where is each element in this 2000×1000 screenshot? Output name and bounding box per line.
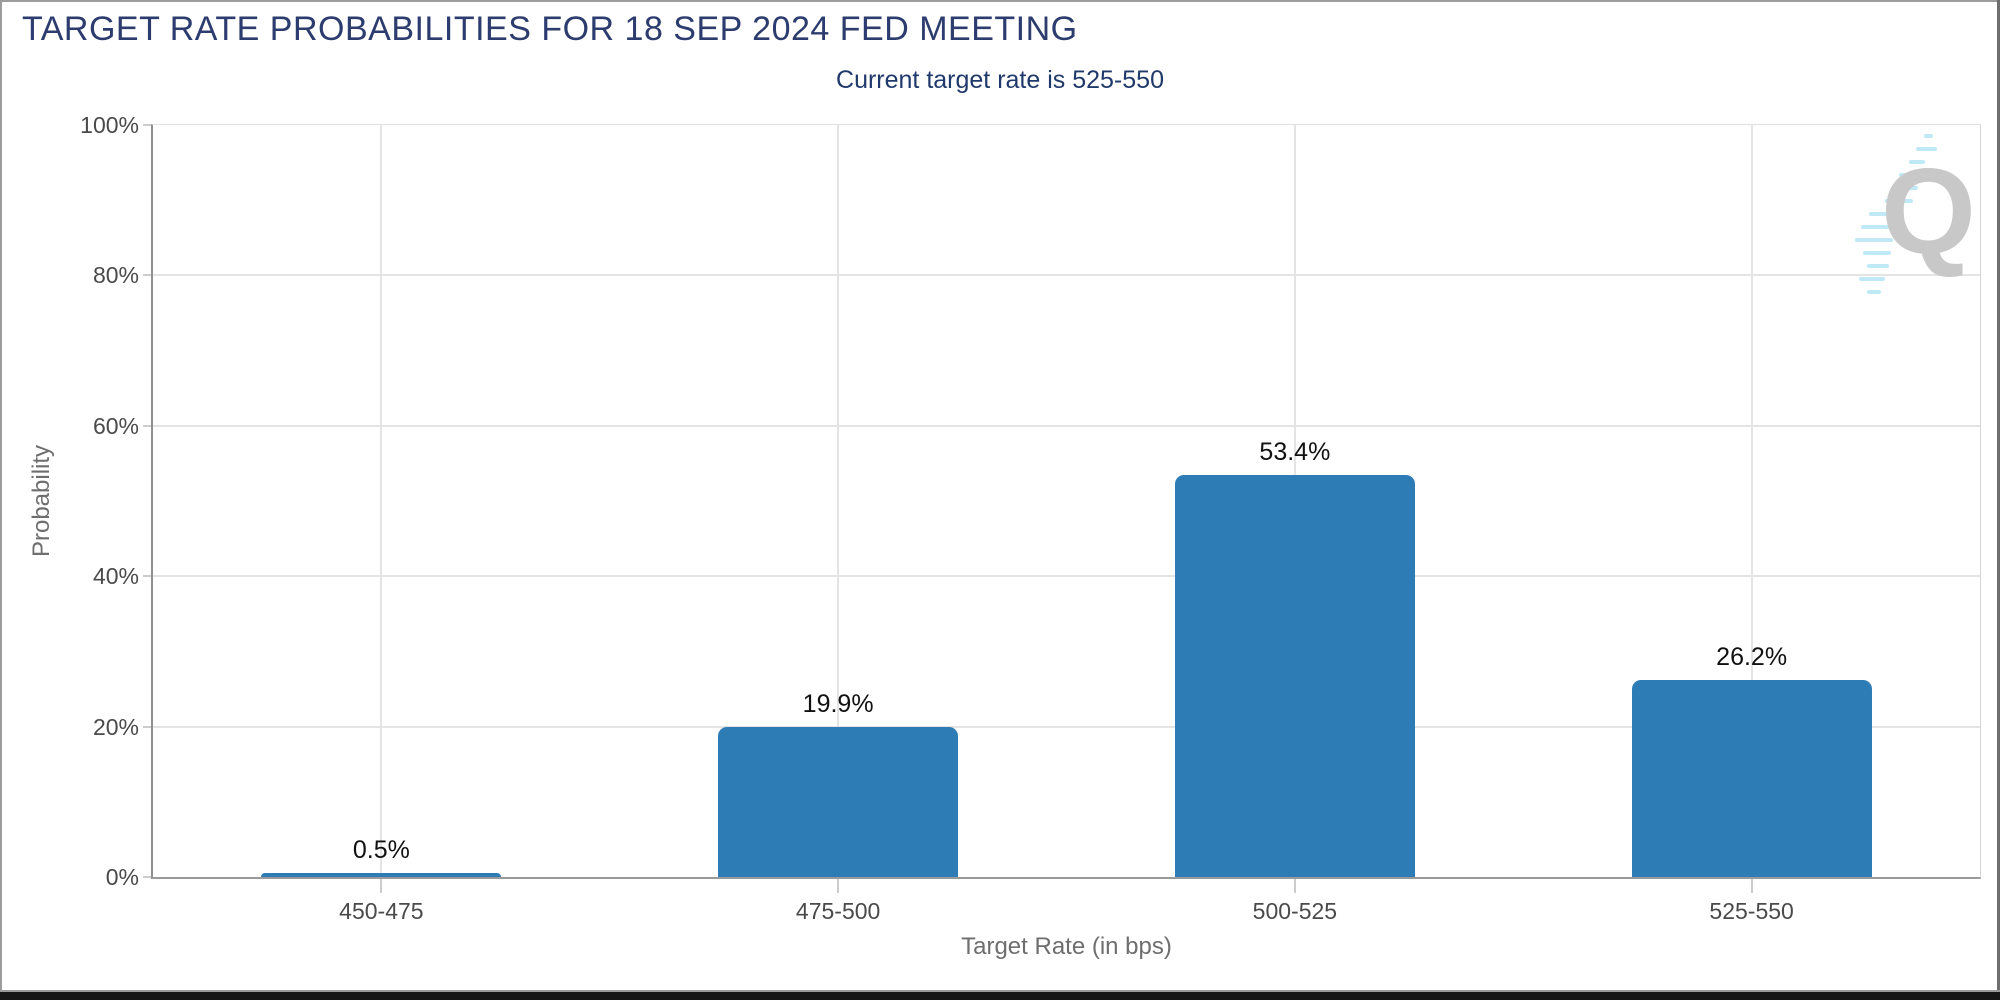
x-tick-mark: [1293, 879, 1296, 893]
bar-value-label: 19.9%: [802, 690, 874, 719]
watermark-logo: Q: [1843, 126, 1980, 294]
y-tick-label: 60%: [92, 412, 139, 439]
y-tick-mark: [143, 876, 151, 878]
logo-speed-dash-icon: [1885, 199, 1913, 203]
y-tick-mark: [143, 274, 151, 277]
logo-speed-dash-icon: [1869, 212, 1897, 216]
logo-speed-dash-icon: [1867, 290, 1881, 294]
y-tick-mark: [143, 725, 151, 728]
logo-speed-dash-icon: [1861, 225, 1894, 229]
logo-speed-dash-icon: [1924, 134, 1933, 138]
logo-speed-dash-icon: [1855, 238, 1893, 242]
window-border-top: [0, 0, 2000, 2]
logo-speed-dash-icon: [1916, 147, 1937, 151]
y-grid-line: [153, 424, 1980, 427]
x-grid-line: [1750, 125, 1753, 877]
plot-area: Q 0% 20% 40% 60% 80% 100% 0.5% 450-475 19.9% 475-…: [80, 112, 1981, 960]
y-tick-label: 100%: [80, 112, 139, 138]
y-tick-label: 0%: [105, 864, 139, 890]
bar: [261, 873, 502, 877]
y-tick-label: 40%: [92, 563, 139, 590]
logo-speed-dash-icon: [1867, 264, 1889, 268]
y-tick-mark: [143, 575, 151, 578]
chart-subtitle: Current target rate is 525-550: [836, 66, 1164, 94]
logo-speed-dash-icon: [1899, 173, 1923, 177]
x-tick-label: 475-500: [795, 898, 881, 924]
y-grid-line: [153, 274, 1980, 277]
window-border-left: [0, 0, 2, 1000]
x-tick-label: 525-550: [1709, 898, 1794, 924]
y-grid-line: [153, 575, 1980, 578]
x-grid-line: [837, 125, 840, 877]
bar: [1631, 679, 1872, 877]
y-tick-mark: [143, 424, 151, 427]
logo-speed-dash-icon: [1859, 277, 1885, 281]
y-axis-title: Probability: [28, 444, 55, 558]
logo-speed-dash-icon: [1909, 160, 1925, 164]
window-border-bottom: [0, 990, 2000, 1000]
x-axis-title: Target Rate (in bps): [961, 933, 1172, 960]
bar: [1174, 475, 1415, 877]
x-tick-mark: [380, 879, 383, 893]
logo-speed-dash-icon: [1863, 251, 1891, 255]
x-tick-label: 450-475: [339, 898, 424, 924]
window-border-right: [1997, 0, 2000, 1000]
bar-value-label: 53.4%: [1259, 438, 1331, 467]
logo-speed-dash-icon: [1892, 186, 1918, 190]
y-grid-line: [153, 725, 1980, 728]
y-tick-mark: [143, 124, 151, 126]
y-tick-label: 20%: [92, 713, 139, 740]
bar-value-label: 26.2%: [1716, 642, 1788, 671]
x-tick-label: 500-525: [1252, 898, 1338, 924]
x-tick-mark: [1750, 879, 1753, 893]
x-tick-mark: [837, 879, 840, 893]
x-grid-line: [380, 125, 383, 877]
bar-value-label: 0.5%: [352, 836, 410, 864]
bar: [718, 727, 959, 877]
chart-title: TARGET RATE PROBABILITIES FOR 18 SEP 202…: [22, 10, 1078, 48]
y-tick-label: 80%: [92, 262, 139, 289]
logo-q-letter: Q: [1881, 143, 1976, 279]
